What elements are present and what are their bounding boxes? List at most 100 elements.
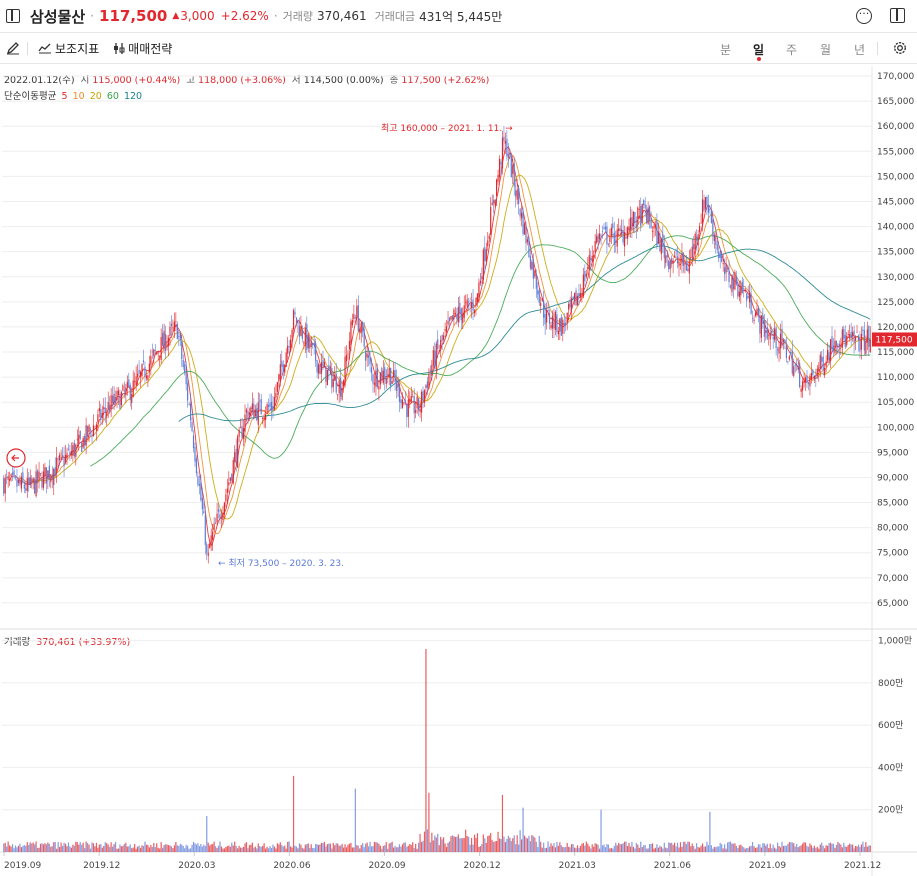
- candle-body: [418, 398, 420, 411]
- candle-body: [235, 448, 237, 464]
- candle-body: [572, 296, 574, 299]
- candle-body: [438, 350, 440, 352]
- period-year[interactable]: 년: [854, 43, 866, 57]
- sidebar-icon[interactable]: [6, 9, 20, 23]
- candle-body: [48, 465, 50, 480]
- candle-body: [245, 409, 248, 413]
- volume-bar: [217, 845, 220, 852]
- period-minute[interactable]: 분: [720, 43, 732, 57]
- volume-bar: [98, 844, 100, 852]
- volume-bar: [659, 845, 661, 852]
- candle-body: [491, 202, 493, 206]
- volume-bar: [607, 844, 609, 852]
- candle-body: [98, 408, 100, 412]
- candle-body: [265, 414, 267, 420]
- volume-bar: [762, 843, 764, 852]
- candle-body: [59, 455, 61, 461]
- volume-bar: [604, 847, 607, 852]
- candle-body: [513, 163, 515, 187]
- volume-bar: [34, 844, 36, 852]
- volume-bar: [850, 844, 852, 852]
- candle-body: [310, 343, 312, 348]
- volume-bar: [793, 843, 795, 852]
- candle-body: [668, 260, 670, 269]
- candle-body: [367, 355, 370, 358]
- volume-bar: [635, 842, 637, 852]
- candle-body: [760, 315, 762, 338]
- candle-body: [860, 334, 863, 350]
- volume-bar: [203, 844, 205, 852]
- volume-bar: [669, 843, 671, 852]
- candle-body: [282, 364, 284, 372]
- candle-body: [107, 402, 109, 410]
- volume-bar: [512, 838, 514, 852]
- more-icon[interactable]: ···: [856, 8, 872, 24]
- candle-body: [853, 330, 855, 343]
- volume-bar: [340, 845, 342, 852]
- volume-bar: [137, 846, 139, 852]
- pencil-icon[interactable]: [6, 41, 20, 55]
- ma-legend[interactable]: 단순이동평균 5 10 20 60 120: [4, 88, 142, 102]
- candle-body: [479, 280, 481, 284]
- volume-bar: [657, 847, 660, 852]
- candle-body: [840, 344, 842, 347]
- date-tick-label: 2021.12: [844, 861, 881, 871]
- period-week[interactable]: 주: [786, 43, 798, 57]
- candle-body: [407, 399, 409, 417]
- volume-bar: [495, 841, 498, 852]
- period-month[interactable]: 월: [820, 43, 832, 57]
- volume-bar: [81, 844, 83, 852]
- period-day[interactable]: 일: [753, 43, 765, 57]
- volume-bar: [676, 842, 679, 852]
- candle-body: [488, 235, 490, 240]
- indicator-button[interactable]: 보조지표: [38, 40, 99, 57]
- volume-bar: [526, 838, 529, 852]
- gear-icon[interactable]: [892, 40, 908, 56]
- candle-body: [657, 231, 660, 244]
- volume-bar: [275, 848, 277, 852]
- candle-body: [822, 356, 824, 371]
- volume-bar: [303, 848, 305, 852]
- candle-body: [365, 350, 367, 361]
- candle-body: [856, 331, 858, 333]
- candle-body: [376, 368, 379, 387]
- volume-bar: [107, 844, 109, 852]
- candle-body: [295, 317, 298, 325]
- volume-bar: [238, 845, 240, 852]
- scroll-back-button[interactable]: [6, 448, 26, 468]
- candle-body: [231, 474, 233, 481]
- volume-bar: [484, 838, 486, 852]
- candle-body: [481, 276, 483, 279]
- candle-body: [500, 161, 502, 165]
- volume-bar: [834, 847, 836, 852]
- stock-chart[interactable]: 170,000 165,000 160,000 155,000 150,000 145,0…: [0, 33, 917, 876]
- volume-bar: [672, 844, 674, 852]
- candle-body: [791, 351, 793, 374]
- candle-body: [844, 334, 846, 348]
- candle-body: [460, 308, 462, 321]
- candle-body: [610, 227, 612, 236]
- candle-body: [122, 385, 124, 391]
- volume-bar: [853, 848, 855, 852]
- price-tick-label: 75,000: [877, 549, 909, 559]
- candle-body: [275, 392, 277, 398]
- candle-body: [546, 309, 548, 323]
- volume-bar: [715, 847, 717, 852]
- moving-averages: [9, 146, 871, 547]
- strategy-button[interactable]: 매매전략: [113, 40, 172, 57]
- volume-bar: [6, 846, 8, 852]
- price-tick-label: 160,000: [877, 122, 914, 132]
- close-value: 117,500 (+2.62%): [401, 75, 490, 86]
- candle-body: [66, 453, 68, 459]
- candle-body: [20, 476, 22, 489]
- volume-bar: [45, 844, 47, 852]
- volume-bar: [456, 836, 458, 852]
- candle-body: [475, 297, 477, 306]
- candle-body: [756, 308, 758, 316]
- volume-bar: [94, 846, 96, 852]
- stock-name[interactable]: 삼성물산: [30, 7, 86, 26]
- volume-bar: [401, 844, 404, 852]
- expand-icon[interactable]: [890, 8, 905, 23]
- volume-bar: [334, 845, 336, 852]
- volume-bar: [601, 845, 604, 852]
